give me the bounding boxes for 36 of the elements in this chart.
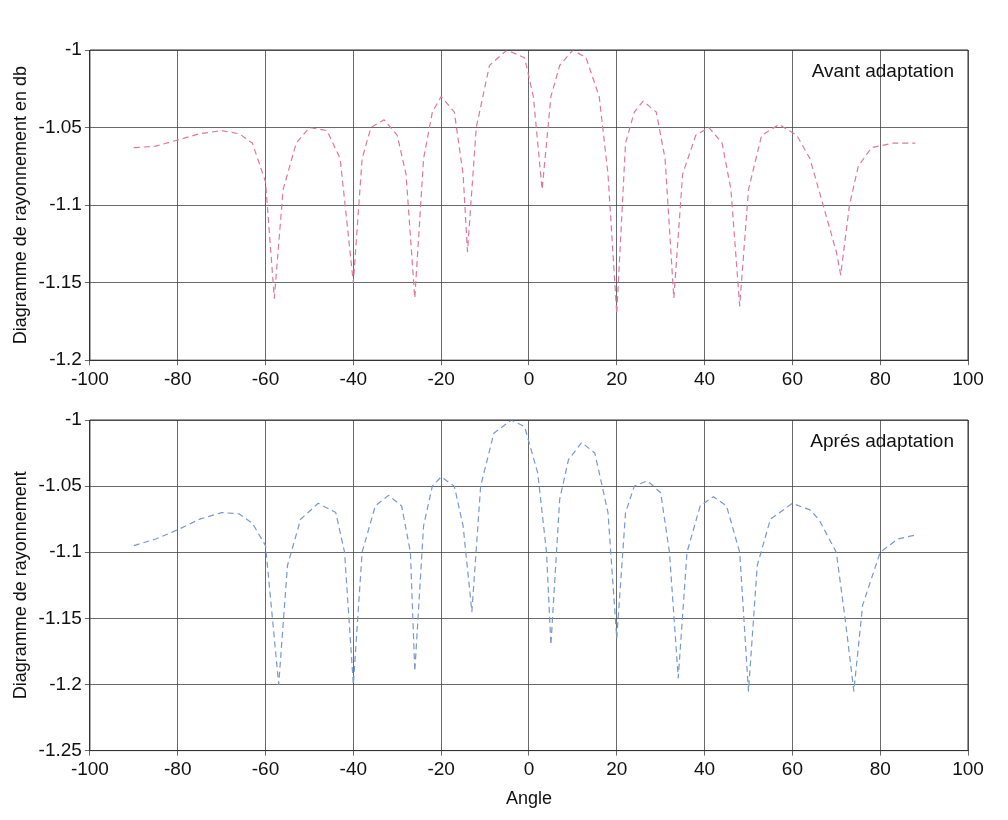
y-tick-label: -1.2 xyxy=(49,348,82,370)
x-tick-label: 80 xyxy=(869,758,891,780)
x-tick-label: -20 xyxy=(427,758,455,780)
x-tick-label: 40 xyxy=(694,758,716,780)
y-tick-label: -1.1 xyxy=(49,540,82,562)
y-tick-label: -1.2 xyxy=(49,672,82,694)
x-tick-label: 20 xyxy=(606,367,628,389)
x-axis-title: Angle xyxy=(505,788,552,809)
x-tick-label: 100 xyxy=(952,367,984,389)
y-tick-label: -1.15 xyxy=(38,270,82,292)
x-tick-label: 0 xyxy=(523,367,535,389)
x-tick-label: 60 xyxy=(781,367,803,389)
x-tick-label: 60 xyxy=(781,758,803,780)
x-tick-label: -60 xyxy=(251,758,280,780)
x-tick-label: -100 xyxy=(70,758,109,780)
x-tick-label: -20 xyxy=(427,367,455,389)
x-tick-label: 0 xyxy=(523,758,535,780)
y-axis-title: Diagramme de rayonnement en db xyxy=(9,66,30,345)
x-tick-label: -60 xyxy=(251,367,280,389)
y-tick-label: -1.05 xyxy=(38,474,82,496)
x-tick-label: -80 xyxy=(163,367,192,389)
y-tick-label: -1.25 xyxy=(38,738,82,760)
y-tick-label: -1 xyxy=(65,408,82,430)
y-axis-title: Diagramme de rayonnement xyxy=(9,471,30,700)
x-tick-label: -40 xyxy=(339,367,368,389)
y-tick-label: -1.1 xyxy=(49,193,82,215)
x-tick-label: -100 xyxy=(70,367,109,389)
x-tick-label: -80 xyxy=(163,758,192,780)
x-tick-label: -40 xyxy=(339,758,368,780)
y-tick-label: -1.15 xyxy=(38,606,82,628)
y-tick-label: -1 xyxy=(65,38,82,60)
x-tick-label: 80 xyxy=(869,367,891,389)
y-tick-label: -1.05 xyxy=(38,115,82,137)
x-tick-label: 20 xyxy=(606,758,628,780)
x-tick-label: 40 xyxy=(694,367,716,389)
x-tick-label: 100 xyxy=(952,758,984,780)
